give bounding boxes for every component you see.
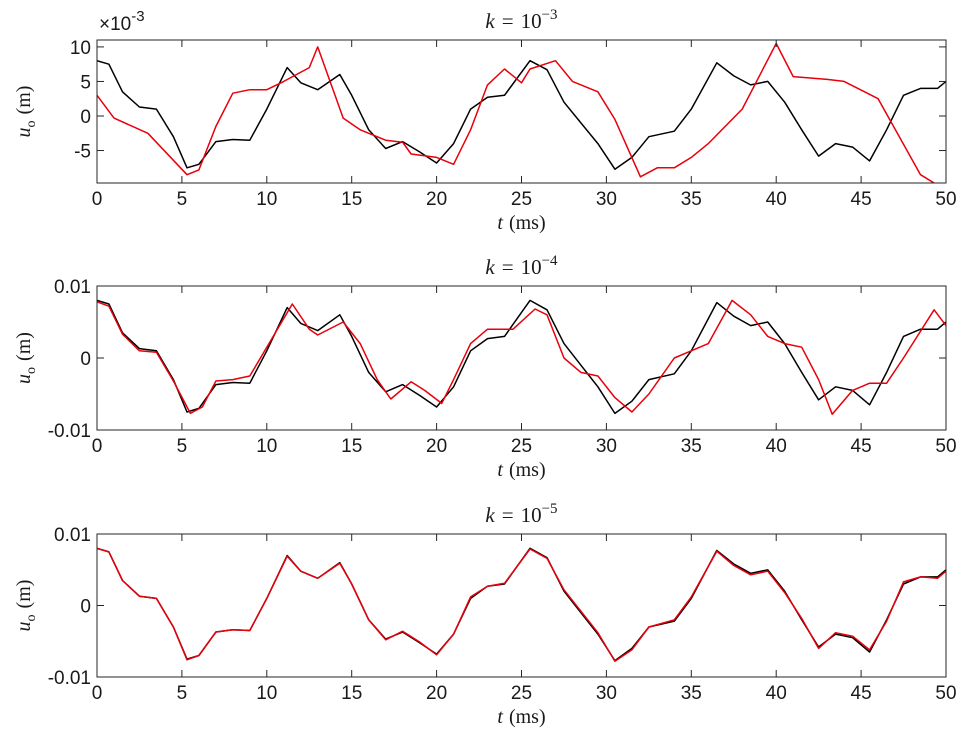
series-group — [97, 547, 946, 663]
x-tick-label: 45 — [851, 683, 872, 704]
y-exponent-label: ×10-3 — [99, 8, 145, 35]
x-tick-label: 5 — [177, 436, 188, 457]
x-tick-label: 40 — [766, 683, 787, 704]
chart-title: k = 10−3 — [485, 7, 557, 33]
x-tick-label: 45 — [851, 436, 872, 457]
red-series-line — [97, 42, 936, 183]
series-group — [97, 299, 946, 415]
x-tick-label: 15 — [341, 436, 362, 457]
y-tick-label: 0 — [80, 597, 91, 618]
series-group — [97, 42, 946, 183]
y-tick-label: 0.01 — [54, 277, 91, 298]
y-axis-label: uo(m) — [13, 332, 39, 384]
x-tick-label: 0 — [92, 683, 103, 704]
x-axis-label: t (ms) — [497, 212, 545, 234]
chart-title: k = 10−4 — [485, 253, 558, 279]
x-tick-label: 30 — [596, 189, 617, 210]
y-axis-label: uo(m) — [13, 580, 39, 632]
x-axis-label: t (ms) — [497, 459, 545, 481]
x-tick-label: 50 — [935, 683, 956, 704]
black-series-line — [97, 299, 946, 415]
x-tick-label: 30 — [596, 436, 617, 457]
x-tick-label: 10 — [256, 189, 277, 210]
x-tick-label: 0 — [92, 189, 103, 210]
y-tick-label: -0.01 — [48, 668, 91, 689]
x-axis-label: t (ms) — [497, 706, 545, 728]
y-tick-label: 10 — [70, 38, 91, 59]
x-tick-label: 40 — [766, 436, 787, 457]
x-tick-label: 45 — [851, 189, 872, 210]
chart-title: k = 10−5 — [485, 501, 557, 527]
x-tick-label: 35 — [681, 436, 702, 457]
x-tick-label: 15 — [341, 189, 362, 210]
x-tick-label: 20 — [426, 189, 447, 210]
x-tick-label: 20 — [426, 683, 447, 704]
x-tick-label: 40 — [766, 189, 787, 210]
black-series-line — [97, 547, 946, 662]
axes-box — [96, 39, 947, 184]
x-tick-label: 25 — [511, 436, 532, 457]
y-axis-label: uo(m) — [13, 86, 39, 138]
x-tick-label: 50 — [935, 436, 956, 457]
y-tick-label: -5 — [74, 142, 91, 163]
y-tick-label: 0 — [80, 107, 91, 128]
y-tick-label: 0 — [80, 349, 91, 370]
x-tick-label: 35 — [681, 189, 702, 210]
red-series-line — [97, 547, 946, 663]
x-tick-label: 10 — [256, 436, 277, 457]
y-tick-label: 0.01 — [54, 525, 91, 546]
x-tick-label: 0 — [92, 436, 103, 457]
axes-box — [96, 285, 947, 431]
axes-box — [96, 533, 947, 678]
x-tick-label: 20 — [426, 436, 447, 457]
x-tick-label: 50 — [935, 189, 956, 210]
x-tick-label: 25 — [511, 683, 532, 704]
x-tick-label: 35 — [681, 683, 702, 704]
x-tick-label: 25 — [511, 189, 532, 210]
x-tick-label: 5 — [177, 683, 188, 704]
black-series-line — [97, 59, 946, 170]
chart-panel-1: 0 5 10 15 20 25 30 35 40 45 50 -5 0 5 10 ×10-3 k = 10−3 t (m… — [13, 7, 957, 234]
red-series-line — [97, 299, 946, 415]
x-tick-label: 15 — [341, 683, 362, 704]
y-tick-label: -0.01 — [48, 421, 91, 442]
x-tick-label: 30 — [596, 683, 617, 704]
x-tick-label: 10 — [256, 683, 277, 704]
x-tick-label: 5 — [177, 189, 188, 210]
y-tick-label: 5 — [80, 72, 91, 93]
